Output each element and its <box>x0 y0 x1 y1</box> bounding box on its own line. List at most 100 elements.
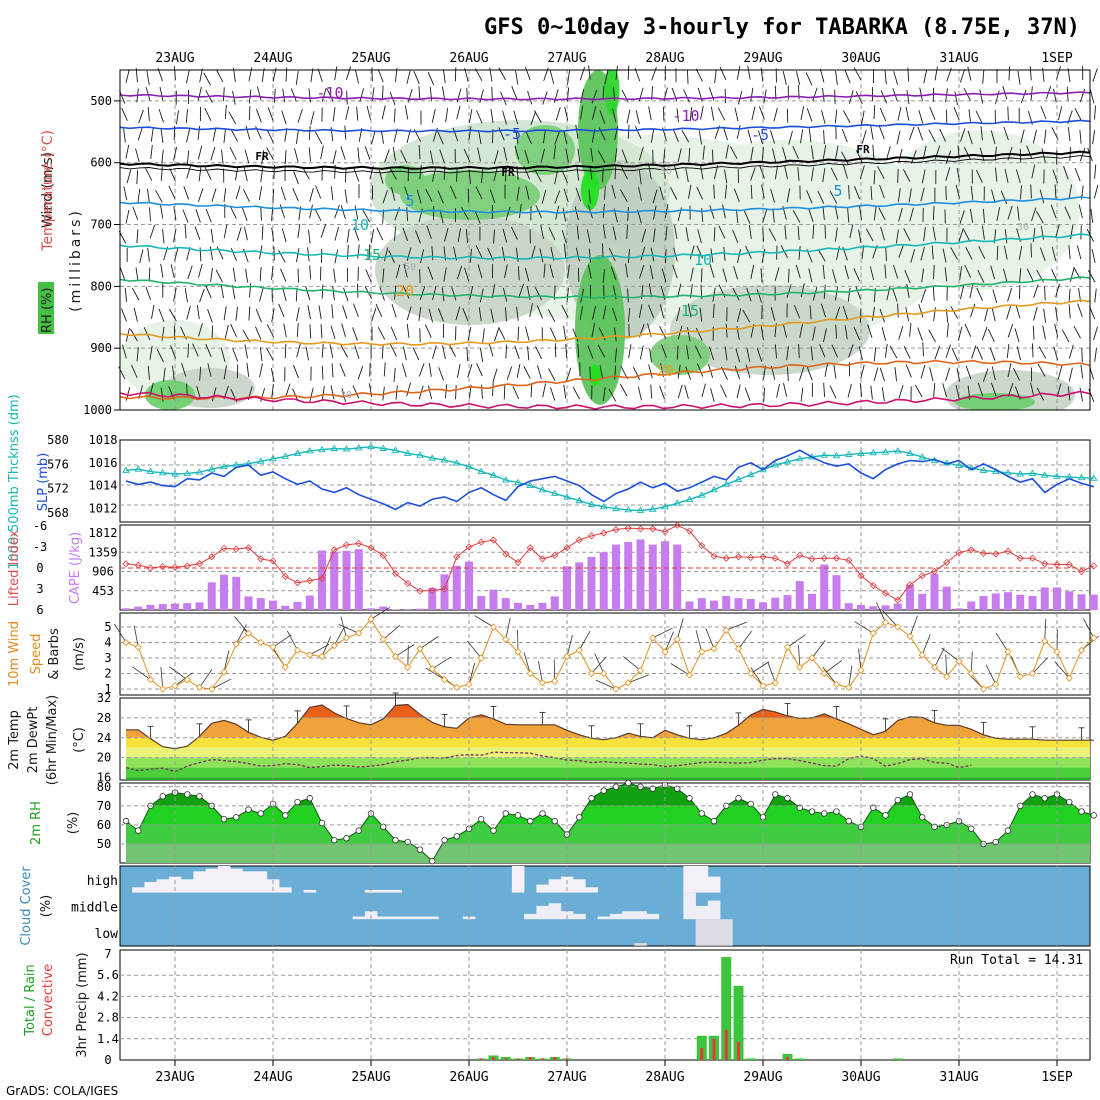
barb-1004 <box>659 304 665 319</box>
ylabel-10m-wind: 10m Wind <box>7 621 22 687</box>
contour-label-16: 30 <box>340 390 352 401</box>
barb-92 <box>273 88 276 103</box>
barb-311 <box>990 130 996 145</box>
barb-1247 <box>696 363 704 377</box>
bottom-date-27AUG: 27AUG <box>547 1070 586 1085</box>
barb-1208 <box>223 365 227 380</box>
barb-94 <box>290 88 297 102</box>
thickness-point-35 <box>550 489 559 496</box>
barb-646 <box>194 226 201 240</box>
li-point-51 <box>747 553 755 562</box>
cape-bar-50 <box>734 598 743 610</box>
barb-1227 <box>456 363 461 378</box>
barb-329 <box>229 147 237 160</box>
barb-455 <box>797 166 800 182</box>
barb-976 <box>318 305 322 320</box>
wind-speed-point-0 <box>122 638 130 647</box>
barb-464 <box>903 169 911 182</box>
rh-point-78 <box>1078 808 1085 815</box>
barb-109 <box>479 89 484 103</box>
barb-389 <box>963 146 971 160</box>
barb-812 <box>271 265 274 280</box>
barb-1114 <box>1032 325 1035 340</box>
wind-speed-point-55 <box>796 663 804 671</box>
bottom-date-1SEP: 1SEP <box>1041 1070 1072 1085</box>
dewpt-line <box>125 751 972 773</box>
cape-bar-77 <box>1065 591 1074 610</box>
barb-1134 <box>296 343 301 358</box>
barb-82 <box>145 86 151 101</box>
li-point-18 <box>342 541 351 549</box>
barb-285 <box>672 128 679 143</box>
barb-401 <box>136 170 139 185</box>
barb-489 <box>235 185 241 200</box>
pressure-tick-1000: 1000 <box>83 403 112 417</box>
wind10m-barb-25 <box>432 656 452 670</box>
barb-1052 <box>266 324 275 338</box>
li-point-53 <box>771 554 779 562</box>
wind10m-barb-40 <box>595 679 617 690</box>
barb-220 <box>861 110 865 125</box>
wind-speed-point-27 <box>453 683 461 692</box>
barb-620 <box>859 206 862 221</box>
barb-79 <box>1092 68 1098 82</box>
barb-322 <box>150 144 153 159</box>
li-point-54 <box>783 560 792 568</box>
barb-326 <box>197 145 203 160</box>
barb-312 <box>1003 126 1009 141</box>
barb-636 <box>1050 204 1057 219</box>
barb-222 <box>879 107 887 122</box>
barb-951 <box>992 289 998 304</box>
rh-point-61 <box>870 804 877 811</box>
barb-46 <box>686 69 689 84</box>
barb-1191 <box>989 347 996 361</box>
barb-844 <box>661 268 667 283</box>
barb-859 <box>844 265 849 279</box>
temp-band-6 <box>126 777 1090 780</box>
barb-526 <box>688 184 692 199</box>
barb-1201 <box>131 364 138 379</box>
barb-1205 <box>181 363 187 377</box>
cloud-middle-41 <box>622 911 635 920</box>
barb-663 <box>402 227 409 241</box>
barb-807 <box>210 267 213 282</box>
wind10m-barb-74 <box>1032 657 1049 674</box>
barb-826 <box>443 267 447 282</box>
li-point-36 <box>563 544 571 552</box>
cloud-middle-40 <box>609 913 623 920</box>
li-point-16 <box>318 574 326 583</box>
cape-bar-4 <box>171 603 179 610</box>
barb-65 <box>923 69 928 84</box>
wind-speed-point-52 <box>759 682 767 690</box>
wind10m-barb-37 <box>578 630 591 651</box>
cloud-middle-23 <box>401 916 415 920</box>
barb-479 <box>1094 164 1097 179</box>
rh-point-72 <box>1004 827 1012 834</box>
barb-1207 <box>207 363 212 377</box>
barb-515 <box>554 190 561 204</box>
barb-652 <box>271 227 275 242</box>
cloud-middle-25 <box>426 916 439 920</box>
li-point-49 <box>722 554 730 562</box>
rh-point-66 <box>931 823 938 831</box>
barb-119 <box>602 85 605 100</box>
barb-1292 <box>271 384 274 399</box>
barb-181 <box>381 105 386 120</box>
barb-531 <box>750 184 753 199</box>
rh-point-26 <box>441 836 448 844</box>
temp-tick-28: 28 <box>97 711 111 725</box>
ylabel-2m-rh: 2m RH <box>29 801 44 845</box>
barb-710 <box>982 225 985 240</box>
cape-bar-60 <box>857 604 865 610</box>
rh-point-6 <box>196 793 203 800</box>
barb-165 <box>185 108 188 124</box>
barb-1104 <box>909 322 912 337</box>
barb-610 <box>735 209 739 224</box>
li-tick-6: 6 <box>36 603 43 617</box>
barb-0 <box>125 69 130 83</box>
barb-1264 <box>905 364 912 378</box>
barb-898 <box>343 287 349 302</box>
barb-362 <box>638 146 644 161</box>
